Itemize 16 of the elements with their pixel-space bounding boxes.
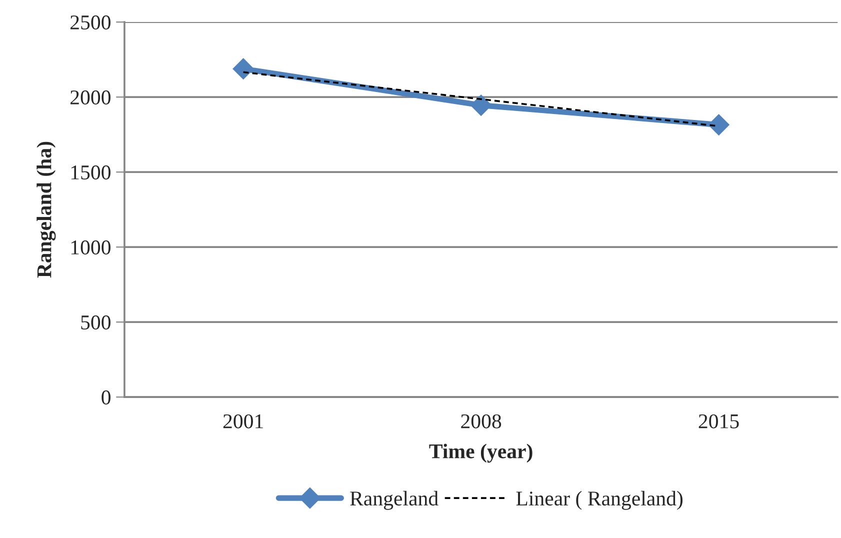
x-tick-label: 2008 [461,414,502,428]
x-axis-title: Time (year) [429,444,532,463]
point [470,94,492,116]
y-tick-label: 0 [102,390,110,404]
x-tick-label: 2001 [223,414,263,428]
point [232,58,254,80]
legend-label: Rangeland [350,490,438,510]
y-axis-title: Rangeland (ha) [36,142,56,278]
y-tick-label: 2500 [70,15,110,30]
x-tick-label: 2015 [698,414,739,428]
y-tick-label: 1000 [71,240,110,254]
point [708,114,730,136]
y-tick-label: 500 [81,315,110,330]
y-tick-label: 1500 [71,165,110,180]
y-tick-label: 2000 [70,90,110,104]
legend-label: Linear ( Rangeland) [516,490,683,510]
